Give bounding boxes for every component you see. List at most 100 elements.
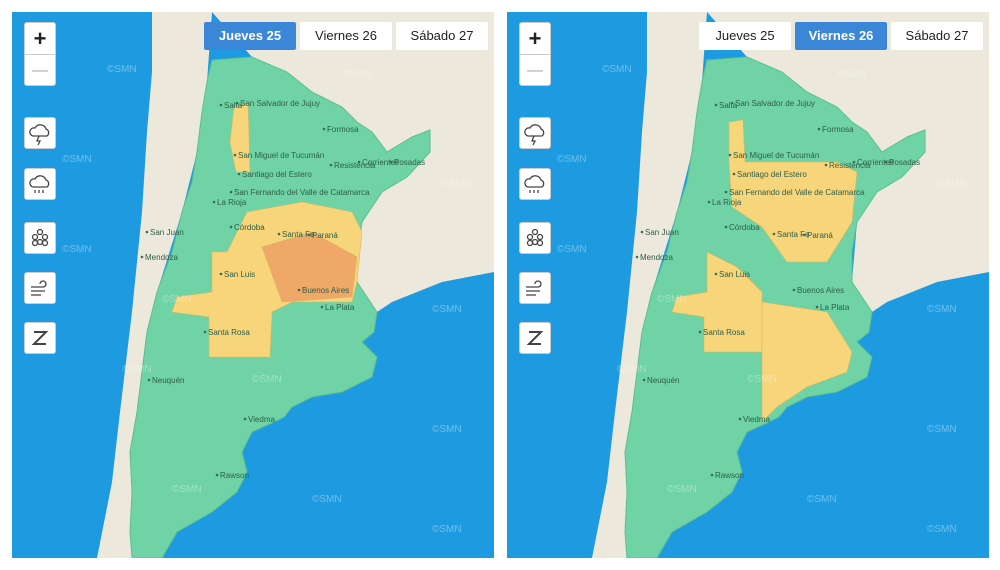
city-label: Salta — [224, 101, 243, 110]
icon-wind — [31, 280, 47, 296]
alert-zone — [261, 231, 358, 303]
icon-flake — [531, 228, 539, 236]
layer-button[interactable] — [519, 272, 551, 304]
layer-icon — [524, 124, 545, 146]
city-label: Santiago del Estero — [737, 170, 807, 179]
map: ©SMN ©SMN ©SMN ©SMN ©SMN ©SMN ©SMN ©SMN ©SMN ©SMN… — [62, 12, 494, 558]
layer-icon — [29, 175, 50, 193]
city-label: San Salvador de Jujuy — [735, 99, 815, 108]
layer-button[interactable] — [24, 272, 56, 304]
zoom-in[interactable]: + — [528, 26, 542, 51]
layer-icon — [524, 175, 545, 193]
layer-button[interactable] — [519, 222, 551, 254]
city-dot — [642, 378, 646, 382]
city-dot — [212, 200, 216, 204]
watermark: ©SMN — [252, 374, 282, 385]
city-dot — [219, 272, 223, 276]
layer-button[interactable] — [24, 322, 56, 354]
land-chile — [592, 12, 707, 558]
city-dot — [635, 255, 639, 259]
zoom-control: + — — [24, 22, 56, 86]
city-dot — [698, 330, 702, 334]
watermark: ©SMN — [432, 304, 462, 315]
layer-button[interactable] — [519, 322, 551, 354]
city-label: Rawson — [220, 471, 249, 480]
city-label: Formosa — [822, 125, 854, 134]
watermark: ©SMN — [602, 64, 632, 75]
city-label: Buenos Aires — [302, 286, 349, 295]
city-label: Córdoba — [729, 223, 760, 232]
layer-button[interactable] — [24, 168, 56, 200]
city-label: San Miguel de Tucumán — [238, 151, 324, 160]
city-dot — [140, 255, 144, 259]
city-label: San Salvador de Jujuy — [240, 99, 320, 108]
layer-button[interactable] — [24, 117, 56, 149]
city-dot — [322, 127, 326, 131]
city-dot — [147, 378, 151, 382]
land-neighbors — [212, 12, 494, 312]
layer-icon — [31, 331, 49, 345]
city-label: Resistencia — [334, 161, 376, 170]
icon-flake — [31, 239, 39, 247]
watermark: ©SMN — [432, 424, 462, 435]
alert-zone — [671, 251, 763, 353]
day-tab[interactable]: Viernes 26 — [300, 22, 392, 50]
icon-z — [526, 331, 544, 345]
watermark: ©SMN — [927, 424, 957, 435]
city-label: Corrientes — [857, 158, 894, 167]
day-tab[interactable]: Jueves 25 — [204, 22, 296, 50]
city-dot — [640, 230, 644, 234]
city-dot — [802, 233, 806, 237]
city-dot — [389, 160, 393, 164]
zoom-out[interactable]: — — [520, 54, 550, 86]
city-dot — [852, 160, 856, 164]
city-dot — [229, 225, 233, 229]
icon-detail — [531, 135, 537, 146]
city-dot — [307, 233, 311, 237]
layer-button[interactable] — [519, 117, 551, 149]
icon-cloud — [524, 124, 545, 137]
city-label: Posadas — [889, 158, 920, 167]
city-label: San Fernando del Valle de Catamarca — [234, 188, 370, 197]
watermark: ©SMN — [617, 364, 647, 375]
city-dot — [233, 153, 237, 157]
city-label: San Luis — [224, 270, 255, 279]
city-label: Salta — [719, 101, 738, 110]
watermark: ©SMN — [657, 294, 687, 305]
watermark: ©SMN — [927, 524, 957, 535]
day-tab[interactable]: Sábado 27 — [891, 22, 983, 50]
layer-icon — [526, 280, 542, 296]
city-dot — [792, 288, 796, 292]
watermark: ©SMN — [62, 154, 92, 165]
city-label: Resistencia — [829, 161, 871, 170]
city-label: Posadas — [394, 158, 425, 167]
city-label: San Juan — [645, 228, 679, 237]
watermark: ©SMN — [747, 374, 777, 385]
layer-button[interactable] — [24, 222, 56, 254]
city-dot — [884, 160, 888, 164]
land-chile — [97, 12, 212, 558]
map-panel: ©SMN ©SMN ©SMN ©SMN ©SMN ©SMN ©SMN ©SMN ©SMN ©SMN… — [507, 12, 989, 558]
day-tab[interactable]: Jueves 25 — [699, 22, 791, 50]
city-label: Santa Fe — [282, 230, 315, 239]
day-tab[interactable]: Viernes 26 — [795, 22, 887, 50]
city-dot — [724, 225, 728, 229]
city-dot — [707, 200, 711, 204]
zoom-in[interactable]: + — [33, 26, 47, 51]
day-tabs: Jueves 25 Viernes 26 Sábado 27 — [204, 22, 488, 50]
icon-cloud — [29, 124, 50, 137]
watermark: ©SMN — [927, 304, 957, 315]
watermark: ©SMN — [807, 494, 837, 505]
zoom-out[interactable]: — — [25, 54, 55, 86]
layer-icon — [526, 331, 544, 345]
city-label: Viedma — [743, 415, 771, 424]
map: ©SMN ©SMN ©SMN ©SMN ©SMN ©SMN ©SMN ©SMN ©SMN ©SMN… — [557, 12, 989, 558]
layer-button[interactable] — [519, 168, 551, 200]
city-dot — [730, 101, 734, 105]
icon-z — [31, 331, 49, 345]
day-tab[interactable]: Sábado 27 — [396, 22, 488, 50]
city-label: Paraná — [312, 231, 338, 240]
city-dot — [738, 417, 742, 421]
city-label: Santa Rosa — [208, 328, 250, 337]
watermark: ©SMN — [342, 69, 372, 80]
